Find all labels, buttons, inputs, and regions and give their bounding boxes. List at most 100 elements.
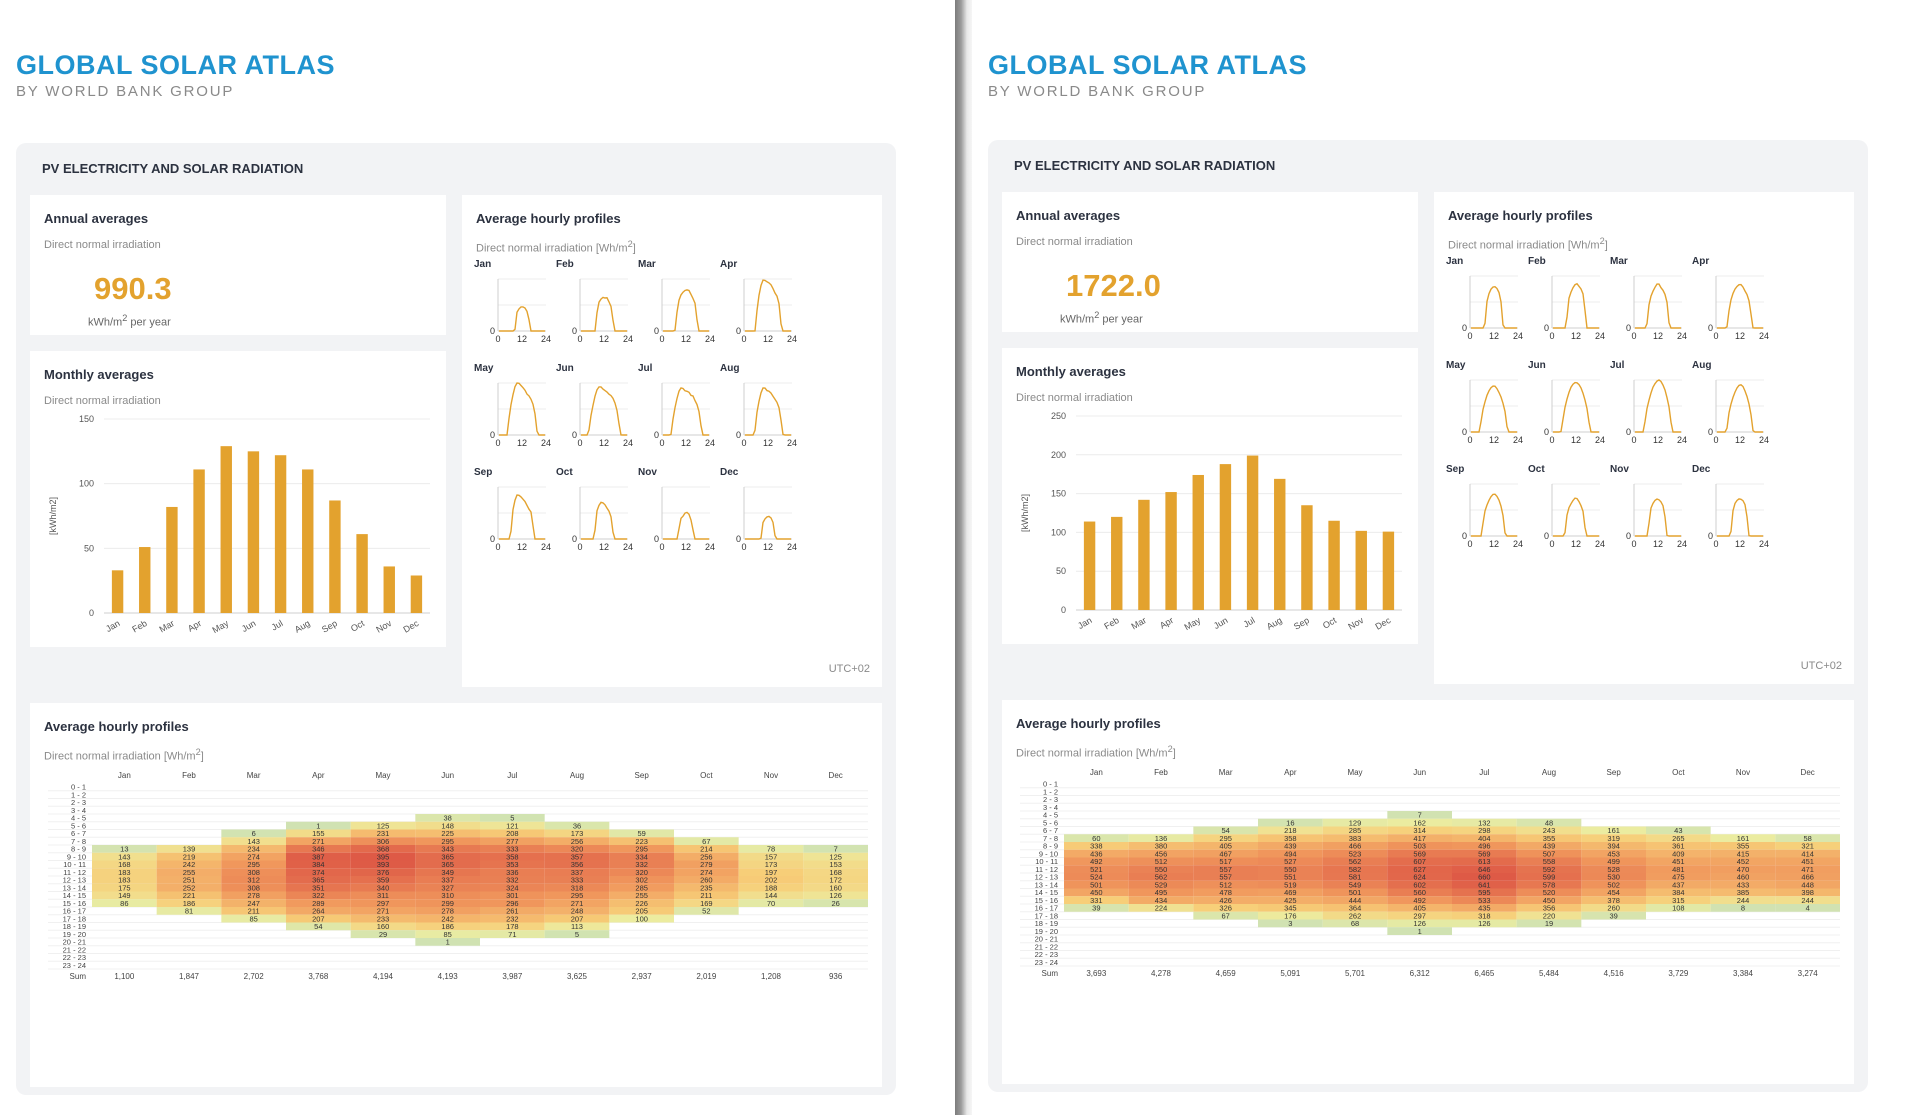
heatmap-cell [674,883,739,892]
x-tick-label: 24 [1595,435,1605,445]
heatmap-cell [1258,857,1323,866]
heatmap-cell-value: 244 [1737,896,1750,905]
heatmap-cell-value: 374 [312,868,325,877]
heatmap-cell [1452,880,1517,889]
heatmap-cell-value: 492 [1090,857,1103,866]
bar-Apr [1165,492,1177,610]
heatmap-cell [1322,834,1388,842]
y-axis-label: [kWh/m2] [48,497,58,535]
x-tick-label: Jan [1076,615,1094,631]
heatmap-cell [1710,849,1776,858]
heatmap-cell-value: 321 [1801,842,1814,851]
heatmap-cell [286,837,351,845]
heatmap-cell [1128,888,1194,897]
y-tick-label: 0 [490,534,495,544]
heatmap-cell-value: 289 [312,899,325,908]
heatmap-cell [286,891,351,900]
profile-line-Sep [499,494,545,540]
heatmap-cell-value: 160 [377,922,390,931]
heatmap-cell [92,868,157,876]
card-subtitle: Direct normal irradiation [1016,392,1133,404]
heatmap-cell-value: 38 [443,814,451,823]
brand-subtitle: BY WORLD BANK GROUP [988,83,1207,100]
annual-averages-card: Annual averages Direct normal irradiatio… [1002,192,1418,332]
heatmap-cell [415,845,480,853]
heatmap-cell [1322,904,1388,912]
heatmap-cell-value: 624 [1413,873,1426,882]
heatmap-cell [1516,865,1582,873]
heatmap-column-label: Mar [1219,768,1233,777]
heatmap-cell-value: 143 [118,852,131,861]
heatmap-cell [674,860,739,869]
heatmap-cell [1581,904,1646,912]
heatmap-sum-value: 1,847 [179,972,200,981]
heatmap-cell-value: 43 [1674,826,1682,835]
heatmap-cell [1581,865,1646,873]
x-tick-label: 12 [763,438,773,448]
heatmap-row-label: 15 - 16 [63,899,86,908]
heatmap-row-label: 22 - 23 [1035,950,1058,959]
heatmap-cell [92,899,157,907]
heatmap-cell-value: 501 [1349,888,1362,897]
heatmap-cell [1128,842,1194,850]
heatmap-cell-value: 148 [441,821,454,830]
heatmap-cell-value: 533 [1478,896,1491,905]
heatmap-cell [1322,880,1388,889]
heatmap-cell-value: 405 [1219,842,1232,851]
heatmap-sum-value: 3,625 [567,972,588,981]
heatmap-cell [350,930,416,938]
heatmap-cell-value: 278 [441,907,454,916]
heatmap-cell-value: 451 [1801,857,1814,866]
heatmap-column-label: Oct [700,771,713,780]
heatmap-row-label: 21 - 22 [1035,942,1058,951]
heatmap-cell-value: 85 [443,930,451,939]
heatmap-column-label: Nov [764,771,778,780]
heatmap-cell [350,883,416,892]
profile-month-label: Sep [474,467,492,478]
y-tick-label: 0 [1708,427,1713,437]
heatmap-cell [350,821,416,830]
heatmap-cell-value: 426 [1219,896,1232,905]
heatmap-row-label: 12 - 13 [63,876,86,885]
hourly-heatmap: Jan Feb Mar Apr May Jun Jul Aug Sep Oct Nov Dec 0 - … [1020,768,1840,978]
profile-line-Mar [663,289,709,332]
heatmap-cell-value: 295 [1219,834,1232,843]
annual-averages-card: Annual averages Direct normal irradiatio… [30,195,446,335]
heatmap-cell-value: 274 [700,868,713,877]
heatmap-cell-value: 36 [573,821,581,830]
heatmap-row-label: 7 - 8 [1043,834,1058,843]
heatmap-cell-value: 627 [1413,865,1426,874]
heatmap-cell [1452,818,1517,827]
heatmap-cell-value: 178 [506,922,519,931]
heatmap-cell [415,868,480,876]
heatmap-cell [1322,873,1388,881]
y-tick-label: 0 [1544,323,1549,333]
heatmap-cell-value: 86 [120,899,128,908]
x-tick-label: 24 [705,542,715,552]
heatmap-cell [1646,849,1711,858]
x-tick-label: 12 [599,438,609,448]
heatmap-row-label: 10 - 11 [63,860,86,869]
x-tick-label: Jan [104,618,122,634]
heatmap-cell-value: 502 [1607,880,1620,889]
heatmap-column-label: Sep [635,771,650,780]
heatmap-cell-value: 521 [1090,865,1103,874]
x-tick-label: Apr [1158,615,1175,631]
heatmap-cell-value: 334 [635,852,648,861]
heatmap-cell [415,930,480,938]
heatmap-cell [1258,896,1323,904]
y-tick-label: 0 [572,430,577,440]
y-tick-label: 0 [736,534,741,544]
heatmap-cell-value: 613 [1478,857,1491,866]
heatmap-cell [1387,842,1452,850]
heatmap-cell-value: 264 [312,907,325,916]
monthly-bar-chart: 0 50 100 150 [kWh/m2] Jan Feb Mar Apr May Jun Jul Au… [48,414,430,635]
heatmap-cell [1193,826,1258,835]
heatmap-row-label: 20 - 21 [63,938,86,947]
profile-line-Jan [499,306,545,332]
heatmap-cell-value: 221 [183,891,196,900]
heatmap-cell [1775,857,1840,866]
heatmap-sum-value: 2,019 [696,972,717,981]
heatmap-cell-value: 395 [377,852,390,861]
heatmap-cell-value: 384 [1672,888,1685,897]
